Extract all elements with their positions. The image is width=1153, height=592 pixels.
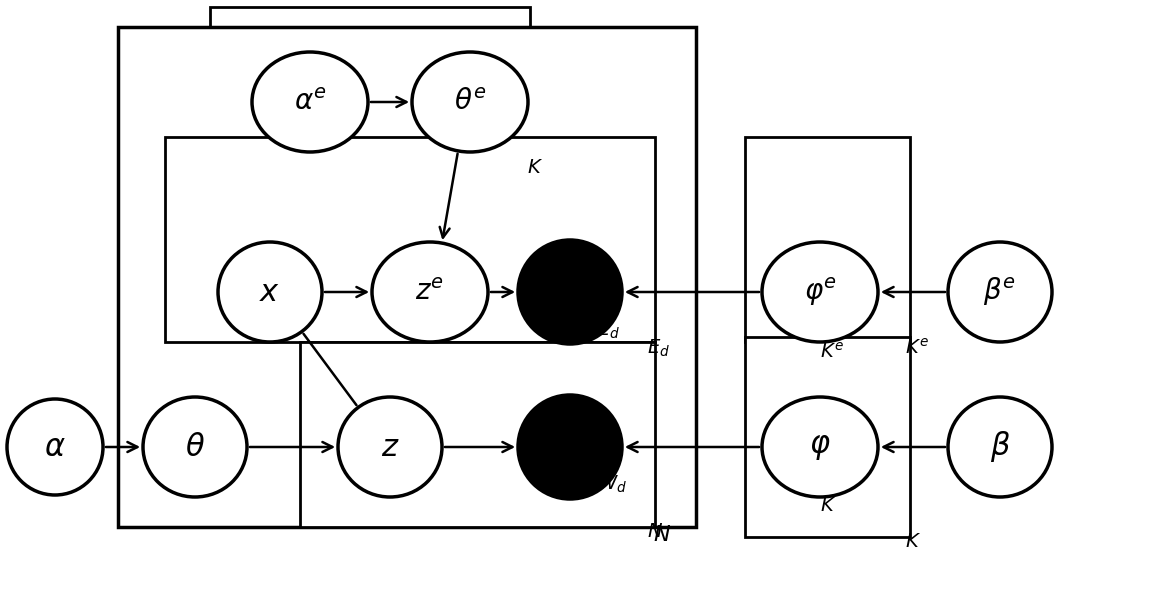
Bar (210, 7, 530, 162)
Ellipse shape (143, 397, 247, 497)
Ellipse shape (518, 395, 621, 499)
Text: $\varphi$: $\varphi$ (809, 432, 831, 462)
Text: $K^e$: $K^e$ (905, 338, 929, 358)
Bar (300, 342, 655, 527)
Text: $x$: $x$ (259, 276, 280, 307)
Text: $N$: $N$ (653, 524, 671, 546)
Ellipse shape (338, 397, 442, 497)
Ellipse shape (412, 52, 528, 152)
Text: $K$: $K$ (527, 159, 543, 177)
Text: $K$: $K$ (905, 533, 921, 551)
Text: $E_d$: $E_d$ (647, 338, 670, 359)
Ellipse shape (253, 52, 368, 152)
Ellipse shape (948, 242, 1052, 342)
Ellipse shape (948, 397, 1052, 497)
Text: $\theta^e$: $\theta^e$ (454, 88, 487, 115)
Text: $K^e$: $K^e$ (820, 342, 844, 362)
Bar (745, 137, 910, 342)
Text: $\alpha$: $\alpha$ (44, 432, 66, 462)
Bar (118, 27, 696, 527)
Text: $\alpha^e$: $\alpha^e$ (294, 88, 326, 115)
Text: $N$: $N$ (647, 523, 663, 541)
Ellipse shape (518, 240, 621, 344)
Ellipse shape (372, 242, 488, 342)
Text: $K$: $K$ (820, 497, 836, 515)
Text: $E_d$: $E_d$ (597, 320, 620, 342)
Ellipse shape (7, 399, 103, 495)
Ellipse shape (762, 397, 877, 497)
Text: $W_d$: $W_d$ (597, 474, 627, 496)
Ellipse shape (762, 242, 877, 342)
Text: $\beta^e$: $\beta^e$ (984, 276, 1017, 308)
Text: $\varphi^e$: $\varphi^e$ (804, 276, 836, 308)
Ellipse shape (218, 242, 322, 342)
Text: $z$: $z$ (380, 432, 399, 462)
Text: $\beta$: $\beta$ (989, 430, 1010, 465)
Bar (165, 137, 655, 342)
Text: $z^e$: $z^e$ (415, 278, 445, 305)
Bar (745, 337, 910, 537)
Text: $\theta$: $\theta$ (184, 432, 205, 462)
